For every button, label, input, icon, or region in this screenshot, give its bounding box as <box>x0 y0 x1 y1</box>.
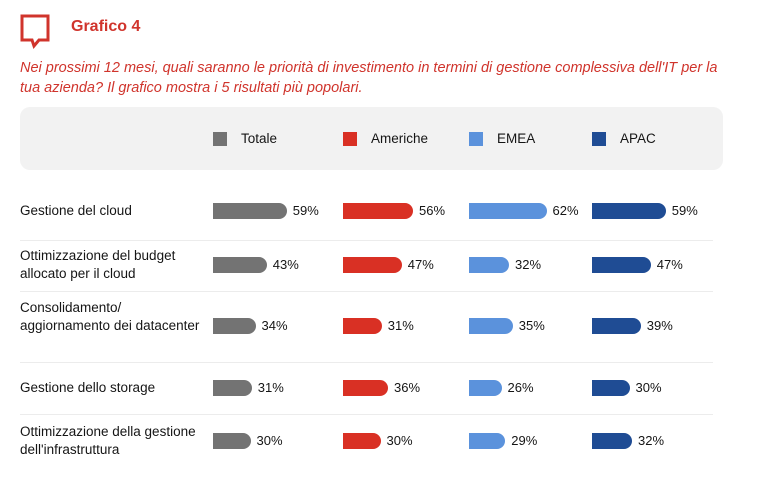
category-label: Ottimizzazione della gestione dell'infra… <box>20 424 196 457</box>
bar-totale <box>213 203 287 219</box>
bar-value-label: 47% <box>407 257 434 272</box>
bar-value-label: 31% <box>387 318 414 333</box>
bar-emea <box>469 380 502 396</box>
bar-value-label: 56% <box>419 203 446 218</box>
bar-value-label: 34% <box>261 318 288 333</box>
bar-emea <box>469 318 513 334</box>
category-label: Ottimizzazione del budget allocato per i… <box>20 248 176 281</box>
row-divider <box>20 291 713 292</box>
legend-item: EMEA <box>469 131 535 146</box>
bar-americhe <box>343 318 382 334</box>
bar-emea <box>469 257 509 273</box>
legend-label: Americhe <box>371 131 429 146</box>
bar-value-label: 30% <box>256 433 283 448</box>
bar-emea <box>469 203 547 219</box>
bar-emea <box>469 433 506 449</box>
bar-americhe <box>343 380 388 396</box>
bar-value-label: 43% <box>272 257 299 272</box>
legend-swatch <box>343 131 357 146</box>
bar-totale <box>213 318 256 334</box>
bar-value-label: 26% <box>507 380 534 395</box>
bar-value-label: 32% <box>515 257 542 272</box>
category-label: Gestione dello storage <box>20 380 156 395</box>
bar-value-label: 62% <box>552 203 579 218</box>
bar-apac <box>592 257 651 273</box>
bar-apac <box>592 380 630 396</box>
bar-value-label: 31% <box>257 380 284 395</box>
bar-totale <box>213 257 267 273</box>
row-divider <box>20 240 713 241</box>
legend-item: Americhe <box>343 131 428 146</box>
bar-value-label: 39% <box>646 318 673 333</box>
speech-bubble-icon <box>20 14 50 50</box>
row-divider <box>20 362 713 363</box>
bar-americhe <box>343 433 381 449</box>
bar-apac <box>592 203 666 219</box>
bar-value-label: 30% <box>386 433 413 448</box>
bar-americhe <box>343 257 402 273</box>
chart-title: Grafico 4 <box>71 18 141 35</box>
bar-value-label: 29% <box>511 433 538 448</box>
bar-totale <box>213 380 252 396</box>
bar-value-label: 47% <box>656 257 683 272</box>
bar-value-label: 32% <box>638 433 665 448</box>
legend-swatch <box>213 131 227 146</box>
legend-label: EMEA <box>497 131 536 146</box>
legend-item: Totale <box>213 131 277 146</box>
bar-apac <box>592 318 641 334</box>
legend-swatch <box>592 131 606 146</box>
category-label: Gestione del cloud <box>20 203 132 218</box>
chart-subtitle: Nei prossimi 12 mesi, quali saranno le p… <box>20 60 718 96</box>
row-divider <box>20 414 713 415</box>
legend-swatch <box>469 131 483 146</box>
legend-label: APAC <box>620 131 656 146</box>
bar-americhe <box>343 203 413 219</box>
bar-value-label: 59% <box>292 203 319 218</box>
legend-label: Totale <box>241 131 278 146</box>
legend-item: APAC <box>592 131 656 146</box>
bar-value-label: 35% <box>518 318 545 333</box>
bar-value-label: 30% <box>635 380 662 395</box>
bar-value-label: 36% <box>394 380 421 395</box>
bar-value-label: 59% <box>671 203 698 218</box>
category-label: Consolidamento/ aggiornamento dei datace… <box>20 300 200 333</box>
bar-totale <box>213 433 251 449</box>
bar-apac <box>592 433 632 449</box>
